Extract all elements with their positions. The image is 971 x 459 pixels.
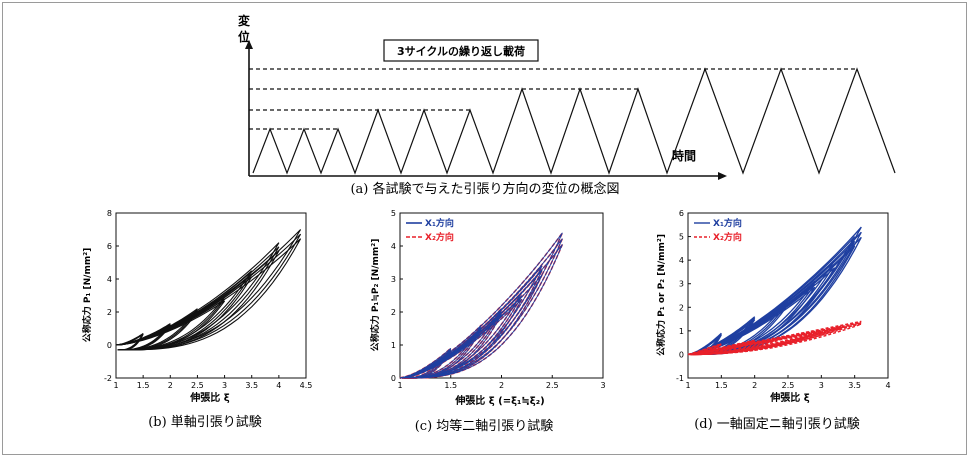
ytick-label-b: 0	[107, 341, 112, 350]
ytick-label-d: 6	[679, 209, 684, 218]
fixed-x2-loop-6-2	[689, 321, 862, 356]
plot-area-b	[115, 212, 307, 379]
ytick-label-c: 2	[391, 308, 396, 317]
xlabel-c: 伸張比 ξ (=ξ₁≒ξ₂)	[454, 394, 544, 407]
legend-d: X₁方向 X₂方向	[691, 215, 755, 245]
ylabel-b: 公称応力 P₁ [N/mm²]	[81, 248, 93, 343]
xtick-label-d: 2	[752, 381, 757, 390]
ytick-label-c: 3	[391, 275, 396, 284]
top-ylabel-char1: 変	[238, 13, 251, 28]
caption-d: (d) 一軸固定ニ軸引張り試験	[694, 416, 860, 432]
xtick-label-d: 3	[819, 381, 824, 390]
ytick-label-d: 2	[679, 303, 684, 312]
xtick-label-b: 2	[168, 381, 173, 390]
xtick-label-d: 1	[685, 381, 690, 390]
xtick-label-b: 1.5	[137, 381, 150, 390]
legend-d-label-x2: X₂方向	[713, 231, 742, 243]
xtick-label-c: 3	[600, 381, 605, 390]
xlabel-b: 伸張比 ξ	[189, 391, 229, 404]
equibiaxial-x1-loop-6-1	[399, 232, 563, 379]
xtick-label-d: 3.5	[848, 381, 861, 390]
xtick-label-c: 2	[499, 381, 504, 390]
chart-uniaxial: 1 1.5 2 2.5 3 3.5 4 4.5 -2 0 2 4 6 8 伸張比 ξ 公称応力 P₁ [N…	[81, 209, 312, 430]
ytick-label-b: 6	[107, 242, 112, 251]
ylabel-c: 公称応力 P₁≒P₂ [N/mm²]	[369, 239, 381, 352]
fixed-x2-loop-6-1	[687, 320, 862, 356]
uniaxial-loop-7-3	[118, 238, 302, 351]
xtick-label-c: 1.5	[444, 381, 457, 390]
xtick-label-c: 2.5	[546, 381, 559, 390]
legend-c-bg	[403, 215, 465, 245]
chart-fixed-biaxial: 1 1.5 2 2.5 3 3.5 4 -1 0 1 2 3 4 5 6 X₁方向 X₂方向 伸張比 ξ 公…	[655, 209, 891, 432]
equibiaxial-x2-loop-2-1	[399, 324, 482, 379]
ytick-label-b: 4	[107, 275, 112, 284]
ytick-label-d: 3	[679, 280, 684, 289]
top-xlabel: 時間	[672, 148, 696, 163]
xlabel-d: 伸張比 ξ	[769, 391, 809, 404]
ytick-label-c: 0	[391, 374, 396, 383]
ytick-label-d: 0	[679, 350, 684, 359]
legend-c-label-x2: X₂方向	[425, 231, 454, 243]
top-ylabel-char2: 位	[238, 29, 250, 44]
legend-c: X₁方向 X₂方向	[403, 215, 465, 245]
ytick-label-c: 4	[391, 242, 396, 251]
triangular-displacement-wave	[252, 67, 896, 175]
curves-d	[687, 226, 862, 356]
ytick-label-d: -1	[676, 374, 684, 383]
fixed-x2-loop-1-3	[690, 343, 722, 356]
fixed-x2-loop-6-3	[690, 323, 862, 356]
xtick-label-c: 1	[397, 381, 402, 390]
displacement-concept-diagram: 変 位 時間 3サイクルの繰り返し載荷 (a) 各試験で与えた引張り方向の変位の…	[238, 13, 896, 197]
peak-level-dashes	[249, 68, 857, 130]
uniaxial-loop-6-1	[115, 242, 280, 351]
equibiaxial-x1-loop-5-2	[401, 270, 543, 379]
legend-d-label-x1: X₁方向	[713, 217, 742, 229]
ytick-label-b: -2	[104, 374, 112, 383]
caption-a: (a) 各試験で与えた引張り方向の変位の概念図	[350, 181, 619, 197]
equibiaxial-x1-loop-6-3	[403, 244, 563, 379]
caption-c: (c) 均等二軸引張り試験	[415, 418, 554, 434]
xtick-label-b: 4.5	[300, 381, 313, 390]
ticks-b: 1 1.5 2 2.5 3 3.5 4 4.5 -2 0 2 4 6 8	[104, 209, 312, 390]
ytick-label-c: 1	[391, 341, 396, 350]
xtick-label-d: 2.5	[782, 381, 795, 390]
equibiaxial-x1-loop-6-2	[401, 238, 563, 379]
legend-d-bg	[691, 215, 755, 245]
ticks-d: 1 1.5 2 2.5 3 3.5 4 -1 0 1 2 3 4 5 6	[676, 209, 891, 390]
top-box-label: 3サイクルの繰り返し載荷	[397, 44, 525, 58]
ytick-label-d: 5	[679, 233, 684, 242]
xtick-label-b: 3	[222, 381, 227, 390]
uniaxial-loop-7-1	[115, 229, 302, 351]
xtick-label-b: 3.5	[245, 381, 258, 390]
caption-b: (b) 単軸引張り試験	[148, 414, 262, 430]
xtick-label-d: 4	[885, 381, 890, 390]
ylabel-d: 公称応力 P₁ or P₂ [N/mm²]	[655, 234, 667, 356]
ytick-label-b: 2	[107, 308, 112, 317]
top-y-axis-arrow	[245, 40, 253, 49]
fixed-x1-loop-7-2	[689, 231, 862, 356]
curves-c	[399, 232, 564, 379]
fixed-x1-loop-7-1	[687, 226, 862, 356]
legend-c-label-x1: X₁方向	[425, 217, 454, 229]
xtick-label-d: 1.5	[715, 381, 728, 390]
xtick-label-b: 4	[276, 381, 281, 390]
xtick-label-b: 1	[113, 381, 118, 390]
curves-b	[115, 229, 302, 351]
top-x-axis-arrow	[718, 172, 727, 180]
equibiaxial-x2-loop-6-1	[399, 232, 564, 379]
ytick-label-d: 1	[679, 327, 684, 336]
uniaxial-loop-7-2	[117, 233, 302, 351]
xtick-label-b: 2.5	[191, 381, 204, 390]
top-label-box	[383, 39, 539, 62]
ytick-label-b: 8	[107, 209, 112, 218]
ytick-label-d: 4	[679, 256, 684, 265]
ytick-label-c: 5	[391, 209, 396, 218]
